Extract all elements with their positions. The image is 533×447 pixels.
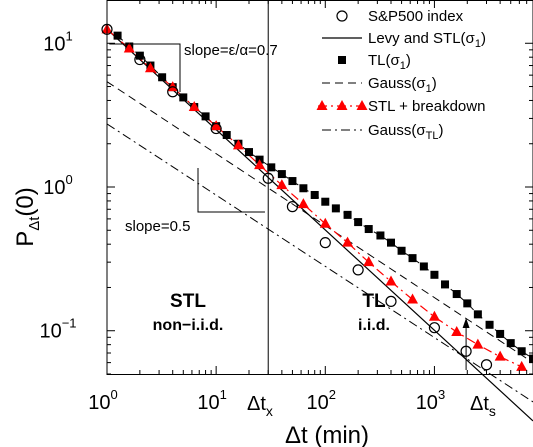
sp500-circle-marker [352, 264, 364, 276]
breakdown-arrow-head [462, 318, 470, 328]
stl-breakdown-triangle-marker [123, 42, 135, 53]
sp500-circle-marker [210, 122, 222, 135]
stl-breakdown-triangle-marker [494, 350, 506, 361]
y-tick-label: 100 [43, 172, 72, 199]
stl-breakdown-triangle-marker [451, 325, 463, 336]
stl-breakdown-triangle-marker [472, 338, 484, 349]
legend-symbol-triangle [316, 100, 328, 110]
stl-breakdown-triangle-marker [319, 217, 331, 228]
slope-triangle-bottom [197, 168, 265, 213]
tl-square-marker [299, 184, 308, 193]
stl-breakdown-triangle-marker [210, 120, 222, 131]
x-axis-label: Δt (min) [285, 422, 369, 447]
stl-breakdown-triangle-marker [407, 293, 419, 304]
tl-square-marker [201, 112, 210, 121]
legend-symbol-triangle [336, 100, 348, 110]
legend-label: STL + breakdown [368, 98, 485, 115]
sp500-circle-marker [134, 53, 146, 66]
x-tick-label: 101 [197, 387, 226, 414]
region-stl-subtitle: non−i.i.d. [153, 317, 224, 334]
tl-square-marker [245, 148, 253, 157]
y-axis-label: PΔt(0) [12, 187, 43, 247]
stl-breakdown-line [106, 28, 522, 368]
tl-square-marker [364, 225, 373, 234]
legend-symbol-triangle [356, 100, 368, 110]
tl-square-marker [387, 238, 395, 247]
tl-square-marker [310, 190, 319, 199]
stl-breakdown-triangle-marker [297, 198, 309, 209]
x-tick-label: 102 [307, 387, 336, 414]
tl-square-marker [222, 131, 231, 140]
tl-square-marker [343, 210, 352, 219]
tl-square-marker [113, 31, 122, 40]
sp500-circle-marker [428, 322, 441, 334]
tl-square-marker [408, 254, 417, 263]
tl-square-marker [485, 320, 494, 329]
tl-square-marker [376, 231, 385, 240]
sp500-circle-marker [385, 295, 397, 307]
tl-square-marker [463, 299, 472, 308]
levy-stl-line [106, 28, 533, 422]
region-stl-title: STL [170, 291, 206, 312]
x-tick-label: 103 [416, 387, 445, 414]
legend-symbol-circle [336, 10, 348, 22]
tl-square-marker [179, 93, 188, 102]
stl-breakdown-triangle-marker [516, 360, 528, 371]
tl-square-marker [288, 177, 297, 186]
tl-square-marker [267, 163, 276, 172]
sp500-circle-marker [480, 359, 493, 371]
tl-square-marker [277, 170, 286, 179]
y-tick-label: 10−1 [39, 316, 76, 343]
stl-breakdown-triangle-marker [342, 236, 354, 247]
region-tl-subtitle: i.i.d. [358, 317, 390, 334]
legend-symbol-square [338, 56, 346, 64]
legend-label: TL(σ1) [368, 52, 411, 72]
y-tick-label: 101 [43, 28, 72, 55]
stl-breakdown-triangle-marker [144, 62, 156, 73]
dts-label: Δts [470, 393, 496, 419]
legend-label: Gauss(σ1) [368, 75, 437, 95]
region-tl-title: TL [362, 291, 386, 312]
stl-breakdown-triangle-marker [385, 275, 397, 286]
legend-label: S&P500 index [368, 8, 464, 25]
stl-breakdown-triangle-marker [363, 256, 375, 267]
slope-top-label: slope=ε/α=0.7 [184, 42, 278, 59]
legend: S&P500 index Levy and STL(σ1)TL(σ1) Gauss(… [316, 8, 486, 142]
legend-label: Gauss(σTL) [368, 122, 443, 142]
tl-square-marker [430, 270, 439, 279]
stl-breakdown-triangle-marker [428, 310, 440, 321]
tl-square-marker [496, 329, 505, 338]
series-markers-layer [101, 23, 533, 371]
slope-triangle-top [109, 43, 181, 92]
stl-breakdown-triangle-marker [254, 159, 266, 170]
sp500-circle-marker [319, 237, 331, 249]
tl-square-marker [517, 347, 526, 356]
gauss-sigmaTL-line [106, 123, 533, 403]
tl-square-marker [135, 51, 144, 60]
legend-label: Levy and STL(σ1) [368, 30, 486, 50]
tl-square-marker [331, 204, 340, 213]
tl-square-marker [397, 246, 406, 255]
tl-square-marker [529, 354, 533, 363]
tl-square-marker [452, 290, 461, 299]
stl-breakdown-triangle-marker [276, 179, 288, 190]
stl-breakdown-triangle-marker [232, 139, 244, 150]
sp500-circle-marker [286, 201, 299, 213]
tl-square-marker [441, 280, 450, 289]
sp500-circle-marker [167, 86, 179, 98]
axes-layer: 100 101 102 103 10−1 100 101 Δt (min) PΔt(0) [12, 0, 533, 447]
tl-square-marker [354, 218, 363, 227]
dtx-label: Δtx [247, 393, 273, 419]
tl-square-marker [321, 197, 330, 206]
gauss-sigma1-line [106, 81, 533, 364]
tl-square-marker [158, 73, 167, 82]
stl-breakdown-triangle-marker [188, 101, 200, 112]
annotations-layer: slope=ε/α=0.7 slope=0.5 STL non−i.i.d. TL i.i… [109, 0, 496, 419]
tl-square-marker [473, 310, 482, 319]
tl-square-marker [419, 262, 428, 271]
tl-square-marker [506, 339, 515, 348]
slope-bottom-label: slope=0.5 [125, 218, 190, 235]
x-tick-label: 100 [88, 387, 117, 414]
